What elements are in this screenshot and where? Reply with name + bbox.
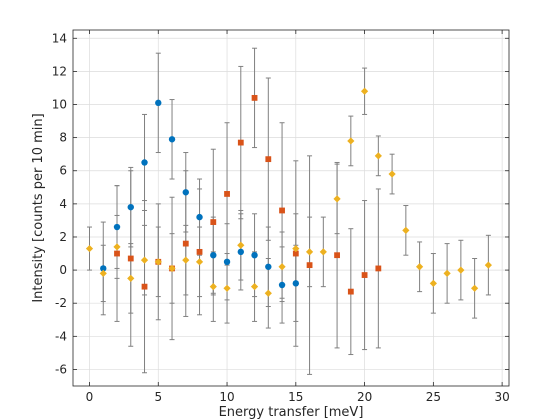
data-point-square — [141, 283, 148, 290]
axis-ticks: 0 5 10 15 20 25 30 -6 -4 -2 0 2 4 6 8 10 12 14 — [52, 30, 510, 404]
data-point-circle — [265, 263, 272, 270]
data-point-diamond — [209, 283, 217, 291]
data-point-circle — [155, 99, 162, 107]
data-point-diamond — [278, 263, 286, 271]
y-tick-label: 10 — [52, 98, 67, 112]
data-point-circle — [292, 280, 300, 287]
data-point-diamond — [154, 258, 162, 266]
data-point-square — [224, 191, 230, 197]
x-tick-label: 25 — [426, 390, 441, 404]
y-tick-label: 14 — [52, 31, 67, 45]
y-tick-label: -2 — [55, 296, 67, 310]
data-point-diamond — [443, 269, 451, 278]
y-tick-label: 12 — [52, 64, 67, 78]
y-tick-label: -4 — [55, 329, 67, 343]
data-point-diamond — [264, 289, 272, 297]
data-point-square — [306, 262, 313, 269]
plot-area — [73, 30, 509, 386]
data-point-diamond — [250, 283, 259, 291]
data-point-square — [279, 207, 285, 214]
data-point-diamond — [415, 263, 424, 271]
y-tick-label: 8 — [59, 131, 67, 145]
data-point-circle — [278, 281, 286, 289]
data-point-square — [347, 288, 354, 295]
data-point-square — [361, 272, 368, 278]
data-point-circle — [168, 136, 176, 143]
data-point-diamond — [140, 256, 149, 264]
x-tick-label: 10 — [219, 390, 234, 404]
y-tick-label: 2 — [59, 230, 67, 244]
data-point-diamond — [402, 226, 410, 234]
data-point-square — [265, 156, 272, 163]
data-point-square — [114, 250, 120, 257]
data-point-diamond — [305, 248, 314, 256]
data-point-square — [182, 240, 189, 247]
x-tick-label: 0 — [86, 390, 94, 404]
data-point-diamond — [347, 137, 355, 145]
data-point-diamond — [360, 87, 369, 95]
data-point-circle — [237, 248, 244, 256]
data-point-circle — [127, 203, 134, 211]
data-point-circle — [113, 223, 121, 231]
data-point-square — [237, 139, 244, 146]
data-point-circle — [141, 159, 148, 166]
data-point-circle — [251, 251, 258, 259]
data-point-square — [210, 219, 217, 225]
data-point-diamond — [333, 195, 341, 203]
data-point-diamond — [319, 248, 327, 256]
data-point-circle — [223, 258, 231, 266]
data-point-square — [251, 94, 258, 101]
data-point-diamond — [113, 243, 121, 251]
data-point-diamond — [374, 152, 382, 160]
data-point-square — [292, 250, 299, 257]
y-tick-label: 4 — [59, 197, 67, 211]
x-tick-label: 15 — [288, 390, 303, 404]
y-tick-label: 6 — [59, 164, 67, 178]
x-tick-label: 5 — [154, 390, 162, 404]
data-point-diamond — [237, 241, 245, 249]
x-tick-label: 20 — [357, 390, 372, 404]
data-point-diamond — [471, 284, 479, 292]
data-point-diamond — [484, 261, 492, 269]
grid-lines — [73, 30, 509, 386]
data-markers — [85, 87, 492, 297]
data-point-square — [334, 252, 340, 259]
x-axis-label: Energy transfer [meV] — [219, 405, 364, 420]
data-point-diamond — [223, 284, 231, 292]
y-tick-label: 0 — [59, 263, 67, 277]
data-point-circle — [182, 189, 189, 196]
data-point-diamond — [127, 274, 135, 282]
data-point-circle — [100, 265, 107, 272]
data-point-diamond — [85, 244, 94, 253]
data-point-diamond — [292, 244, 300, 253]
data-point-diamond — [388, 170, 396, 178]
axes-box — [72, 29, 510, 387]
data-point-square — [375, 265, 382, 272]
data-point-circle — [196, 213, 203, 221]
data-point-circle — [210, 251, 217, 259]
data-point-diamond — [429, 279, 437, 287]
data-point-diamond — [457, 266, 465, 274]
data-point-square — [127, 255, 134, 262]
data-point-square — [196, 248, 203, 255]
data-point-diamond — [99, 269, 107, 278]
y-tick-label: -6 — [55, 362, 67, 376]
data-point-diamond — [168, 264, 176, 273]
x-tick-label: 30 — [494, 390, 509, 404]
y-axis-label: Intensity [counts per 10 min] — [31, 113, 46, 302]
data-point-diamond — [182, 256, 190, 264]
data-point-diamond — [195, 258, 204, 266]
